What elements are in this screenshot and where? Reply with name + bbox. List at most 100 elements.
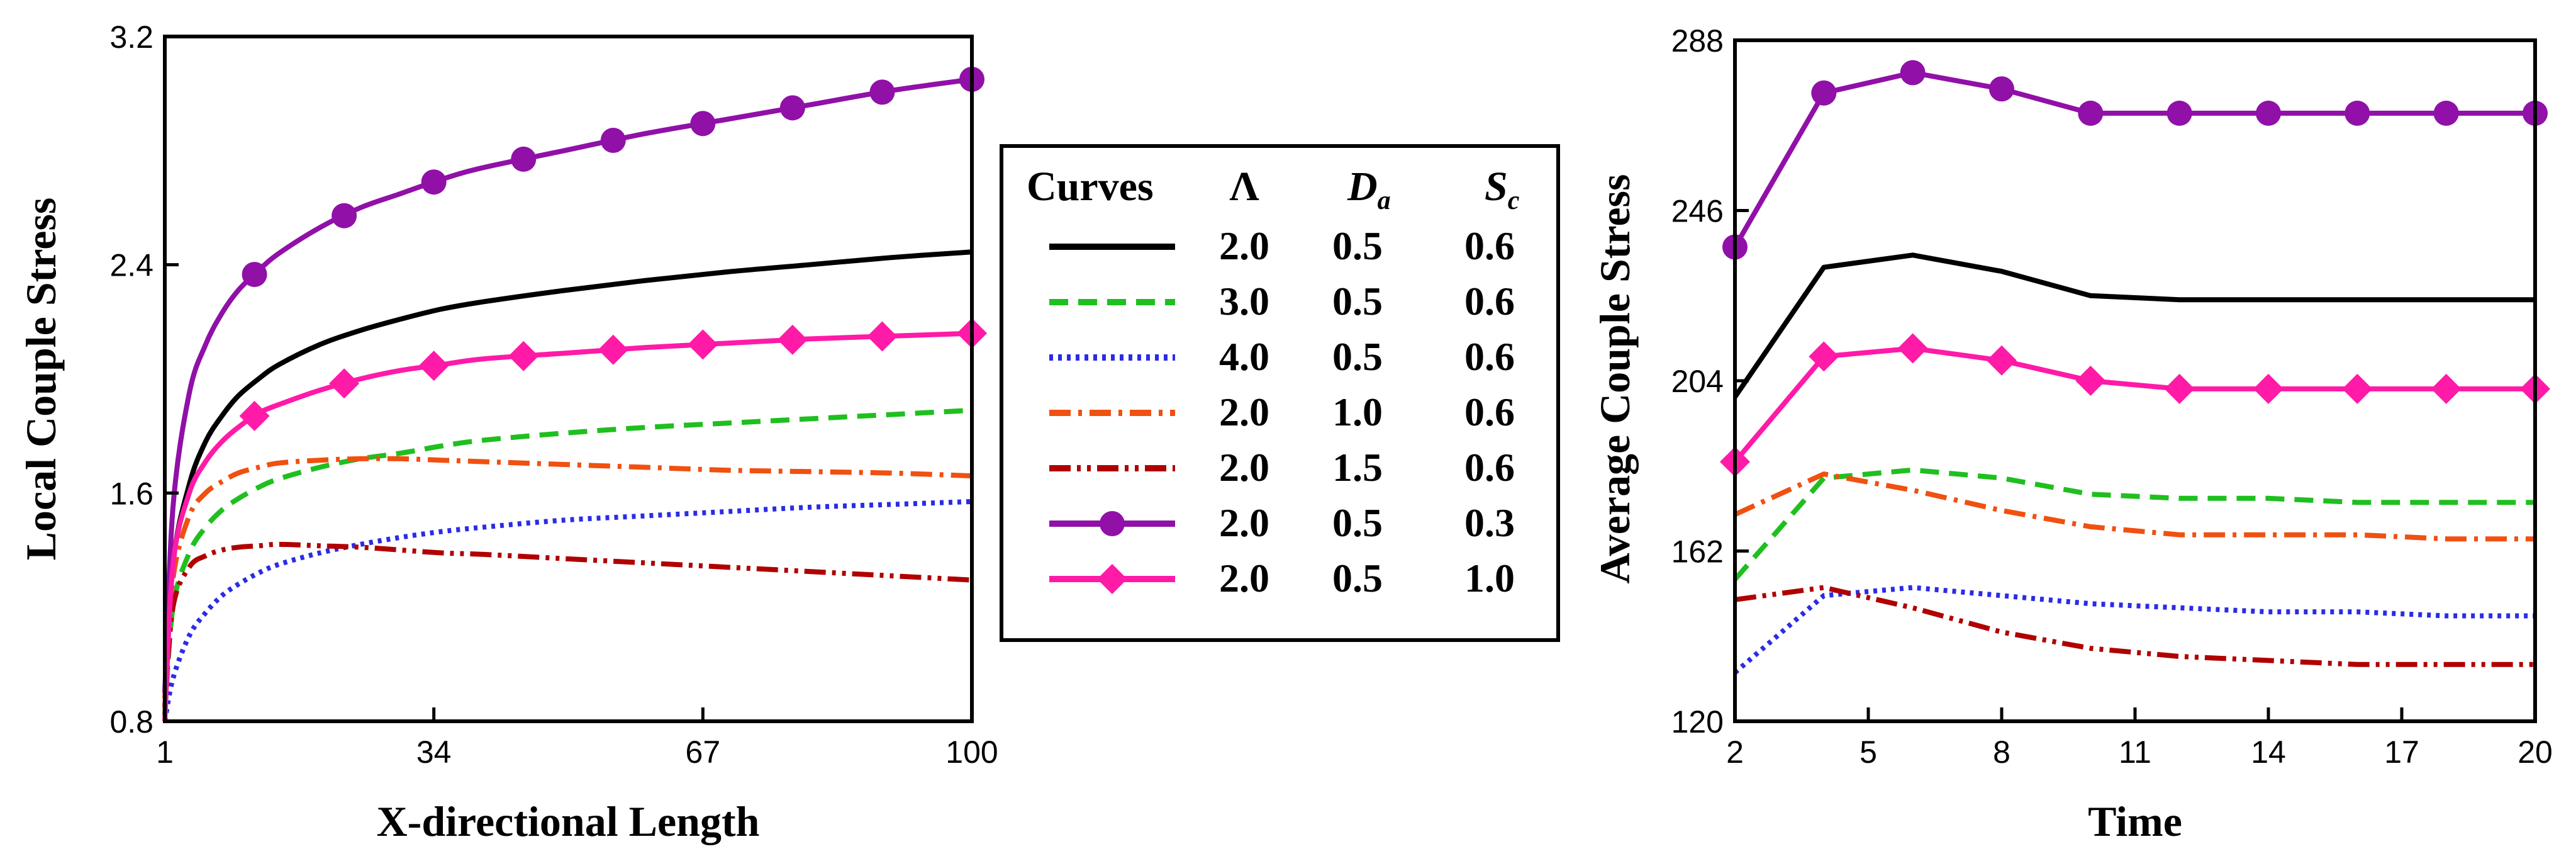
right-marker-purple (2433, 100, 2459, 126)
legend-da-value: 1.5 (1332, 445, 1383, 490)
left-y-tick-label: 1.6 (109, 476, 153, 511)
right-y-tick-label: 204 (1671, 364, 1724, 399)
left-marker-magenta (418, 351, 449, 381)
right-series-line-black (1732, 252, 2535, 399)
left-marker-purple (332, 203, 357, 228)
left-x-tick-label: 1 (156, 734, 174, 770)
legend-row-magenta: 2.0 0.5 1.0 (1049, 556, 1515, 600)
left-y-axis-label: Local Couple Stress (17, 198, 65, 561)
legend-header-lambda: Λ (1229, 164, 1259, 210)
legend-sc-value: 0.6 (1464, 445, 1515, 490)
legend-lambda-value: 4.0 (1219, 334, 1269, 379)
legend-lambda-value: 3.0 (1219, 279, 1269, 324)
left-marker-purple (421, 169, 447, 195)
legend-rows: 2.0 0.5 0.6 3.0 0.5 0.6 4.0 0.5 0.6 2.0 1.0 0.6 2.0 1… (1049, 223, 1515, 600)
right-y-tick-label: 162 (1671, 534, 1724, 570)
right-x-tick-label: 11 (2119, 734, 2151, 770)
left-series-line-magenta (162, 330, 973, 722)
legend-row-black: 2.0 0.5 0.6 (1049, 223, 1515, 268)
left-marker-magenta (867, 321, 898, 352)
left-marker-purple (690, 111, 716, 137)
left-marker-magenta (598, 334, 628, 365)
legend-da-value: 0.5 (1332, 556, 1383, 600)
legend-lambda-value: 2.0 (1219, 445, 1269, 490)
legend-marker-purple (1100, 511, 1125, 536)
right-marker-purple (1811, 80, 1837, 106)
right-marker-magenta (2253, 373, 2283, 404)
left-axis-ticks: 1 34 67 100 0.8 1.6 2.4 3.2 (109, 20, 998, 770)
left-y-tick-label: 3.2 (109, 20, 153, 55)
right-series-line-orange (1734, 471, 2535, 542)
right-marker-purple (1900, 60, 1926, 86)
left-x-tick-label: 67 (686, 734, 721, 770)
right-x-tick-label: 20 (2517, 734, 2553, 770)
left-series-line-orange (162, 456, 973, 699)
legend-row-purple: 2.0 0.5 0.3 (1049, 500, 1515, 545)
legend-da-value: 1.0 (1332, 390, 1383, 434)
right-series-line-green (1732, 467, 2535, 582)
left-marker-purple (869, 79, 895, 105)
left-marker-magenta (777, 324, 808, 355)
left-marker-purple (242, 262, 267, 288)
right-y-axis-label: Average Couple Stress (1591, 174, 1639, 584)
left-series-line-darkred (162, 541, 973, 707)
legend-sc-value: 0.3 (1464, 500, 1515, 545)
right-marker-purple (2078, 100, 2104, 126)
right-y-tick-label: 246 (1671, 194, 1724, 229)
legend-header-sc: Sc (1485, 164, 1520, 215)
right-marker-magenta (1897, 333, 1928, 364)
legend-header-da-main: D (1347, 164, 1378, 210)
right-marker-purple (2345, 100, 2370, 126)
left-marker-purple (600, 128, 626, 154)
legend-header-da: Da (1347, 164, 1391, 215)
right-plot-frame (1733, 38, 2537, 723)
right-chart: 2 5 8 11 14 17 20 120 162 204 246 288 Time Average … (1591, 23, 2553, 845)
legend-header-curves: Curves (1027, 164, 1154, 210)
left-marker-magenta (239, 400, 270, 431)
right-series-line-purple (1732, 70, 2535, 249)
left-marker-magenta (329, 368, 360, 399)
right-marker-purple (2256, 100, 2281, 126)
legend-sc-value: 1.0 (1464, 556, 1515, 600)
right-x-tick-label: 8 (1993, 734, 2010, 770)
legend-row-darkred: 2.0 1.5 0.6 (1049, 445, 1515, 490)
left-x-tick-label: 100 (945, 734, 998, 770)
legend-lambda-value: 2.0 (1219, 556, 1269, 600)
legend-sc-value: 0.6 (1464, 334, 1515, 379)
legend-lambda-value: 2.0 (1219, 390, 1269, 434)
right-y-tick-label: 288 (1671, 23, 1724, 59)
right-marker-purple (1989, 76, 2014, 102)
left-series-line-black (162, 249, 973, 716)
right-series-lines (1732, 70, 2535, 675)
right-series-line-blue (1733, 585, 2535, 675)
left-series-markers (239, 67, 987, 431)
left-marker-purple (779, 95, 805, 121)
left-y-tick-label: 2.4 (109, 248, 153, 283)
right-x-tick-label: 2 (1726, 734, 1744, 770)
left-marker-magenta (688, 329, 718, 360)
right-series-markers (1720, 60, 2550, 477)
left-marker-magenta (508, 340, 539, 371)
left-marker-purple (511, 146, 537, 172)
right-marker-magenta (2164, 373, 2195, 404)
left-x-tick-label: 34 (416, 734, 452, 770)
left-y-tick-label: 0.8 (109, 704, 153, 740)
right-marker-purple (2166, 100, 2192, 126)
legend-lambda-value: 2.0 (1219, 500, 1269, 545)
left-plot-frame (163, 35, 974, 723)
legend-header-da-sub: a (1378, 186, 1391, 215)
legend-da-value: 0.5 (1332, 223, 1383, 268)
legend-lambda-value: 2.0 (1219, 223, 1269, 268)
legend-sc-value: 0.6 (1464, 390, 1515, 434)
legend-header-sc-main: S (1485, 164, 1508, 210)
right-y-tick-label: 120 (1671, 704, 1724, 740)
legend: Curves Λ Da Sc 2.0 0.5 0.6 3.0 0.5 0.6 4.0 0.5 0… (1000, 144, 1560, 642)
right-x-tick-label: 5 (1860, 734, 1877, 770)
right-series-line-magenta (1732, 346, 2535, 464)
right-marker-magenta (1987, 345, 2017, 376)
left-series-line-green (162, 407, 973, 716)
legend-box (1000, 144, 1560, 642)
right-axis-ticks: 2 5 8 11 14 17 20 120 162 204 246 288 (1671, 23, 2553, 770)
left-series-line-purple (162, 77, 973, 693)
